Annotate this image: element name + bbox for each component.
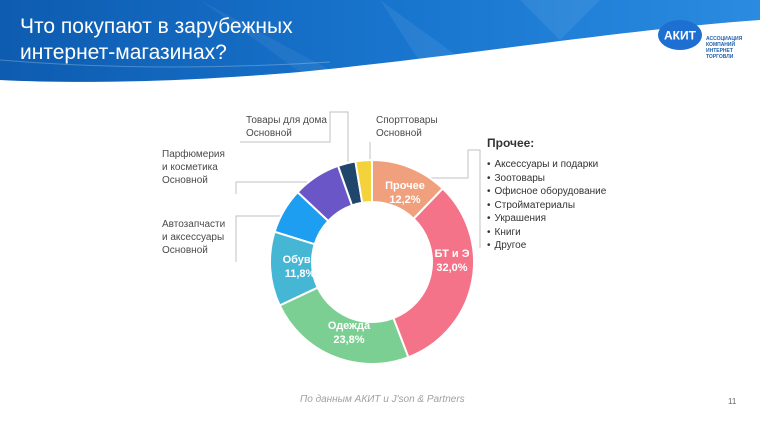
source-note: По данным АКИТ и J'son & Partners (300, 394, 465, 405)
page-title: Что покупают в зарубежных интернет-магаз… (20, 14, 293, 66)
logo-caption-line: АССОЦИАЦИЯ (706, 36, 743, 42)
slice-label-clothing-name: Одежда (328, 320, 371, 332)
slice-label-electronics-name: БТ и Э (434, 248, 469, 260)
title-line-2: интернет-магазинах? (20, 41, 227, 64)
slice-label-other-name: Прочее (385, 180, 425, 192)
page-number: 11 (728, 397, 737, 406)
slice-label-shoes-name: Обувь (283, 254, 318, 266)
slice-label-other-value: 12,2% (389, 194, 420, 206)
logo-mark: АКИТ (664, 29, 697, 43)
callout-line-home (240, 111, 349, 166)
other-title: Прочее: (487, 136, 535, 150)
callout-text: Основной (246, 128, 292, 139)
list-item: Стройматериалы (487, 199, 647, 213)
logo-caption-line: ТОРГОВЛИ (706, 54, 734, 60)
list-item: Зоотовары (487, 172, 647, 186)
other-list: Аксессуары и подарки Зоотовары Офисное о… (487, 158, 647, 253)
list-item: Книги (487, 226, 647, 240)
callout-line-perfume (235, 181, 318, 194)
slice-label-clothing-value: 23,8% (333, 334, 364, 346)
donut-slice-1 (392, 187, 476, 359)
list-item: Аксессуары и подарки (487, 158, 647, 172)
callout-text: и косметика (162, 162, 218, 173)
slice-label-shoes-value: 11,8% (285, 268, 316, 280)
callout-line-auto (235, 215, 290, 262)
donut-slice-7 (354, 158, 373, 204)
other-categories-box: Прочее: Аксессуары и подарки Зоотовары О… (487, 136, 647, 253)
title-line-1: Что покупают в зарубежных (20, 15, 293, 38)
callout-line-other (428, 149, 481, 248)
akit-logo: АКИТ (658, 20, 702, 50)
callout-home-goods: Товары для дома Основной (246, 114, 327, 140)
callout-text: Парфюмерия (162, 149, 225, 160)
callout-text: Автозапчасти (162, 219, 226, 230)
callout-text: Спорттовары (376, 115, 438, 126)
slice-label-electronics-value: 32,0% (436, 262, 467, 274)
list-item: Офисное оборудование (487, 185, 647, 199)
callout-sport: Спорттовары Основной (376, 114, 438, 140)
logo-caption-line: ИНТЕРНЕТ (706, 48, 733, 54)
callout-text: Основной (162, 245, 208, 256)
donut-slices (269, 158, 476, 365)
donut-slice-2 (278, 286, 410, 365)
callout-text: Основной (162, 175, 208, 186)
slice-labels: Прочее 12,2% БТ и Э 32,0% Одежда 23,8% О… (283, 180, 470, 346)
header-banner (0, 0, 760, 82)
callout-perfume: Парфюмерия и косметика Основной (162, 148, 225, 187)
logo-caption-line: КОМПАНИЙ (706, 42, 736, 48)
list-item: Украшения (487, 212, 647, 226)
list-item: Другое (487, 239, 647, 253)
callout-text: Основной (376, 128, 422, 139)
callout-text: и аксессуары (162, 232, 225, 243)
callout-text: Товары для дома (246, 115, 327, 126)
callout-auto: Автозапчасти и аксессуары Основной (162, 218, 225, 257)
logo-caption: АССОЦИАЦИЯ КОМПАНИЙ ИНТЕРНЕТ ТОРГОВЛИ (706, 36, 742, 60)
